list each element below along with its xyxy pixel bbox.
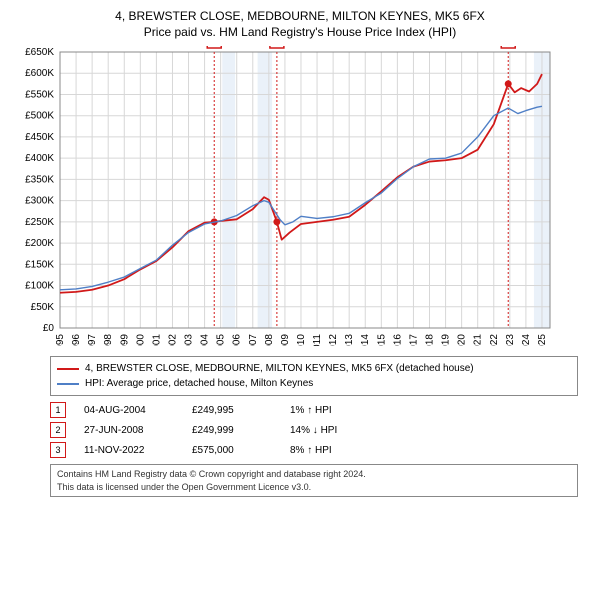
event-date: 11-NOV-2022 [84, 445, 174, 456]
svg-text:1998: 1998 [103, 334, 114, 346]
svg-text:2014: 2014 [360, 334, 371, 346]
chart-title: 4, BREWSTER CLOSE, MEDBOURNE, MILTON KEY… [14, 8, 586, 40]
legend-swatch [57, 383, 79, 385]
svg-text:£50K: £50K [31, 302, 55, 313]
event-price: £575,000 [192, 445, 272, 456]
legend-item: 4, BREWSTER CLOSE, MEDBOURNE, MILTON KEY… [57, 361, 571, 376]
svg-text:£400K: £400K [25, 154, 54, 165]
event-marker-box: 3 [50, 442, 66, 458]
svg-text:2022: 2022 [489, 334, 500, 346]
svg-text:£200K: £200K [25, 238, 54, 249]
event-price: £249,995 [192, 405, 272, 416]
event-row: 2 27-JUN-2008 £249,999 14% ↓ HPI [50, 422, 578, 438]
footer: Contains HM Land Registry data © Crown c… [50, 464, 578, 496]
svg-text:£150K: £150K [25, 260, 54, 271]
event-date: 04-AUG-2004 [84, 405, 174, 416]
svg-text:2006: 2006 [232, 334, 243, 346]
svg-text:2002: 2002 [167, 334, 178, 346]
title-line2: Price paid vs. HM Land Registry's House … [14, 24, 586, 40]
event-row: 1 04-AUG-2004 £249,995 1% ↑ HPI [50, 402, 578, 418]
svg-text:1: 1 [212, 46, 217, 47]
svg-text:£450K: £450K [25, 132, 54, 143]
svg-text:1996: 1996 [71, 334, 82, 346]
svg-text:1995: 1995 [55, 334, 66, 346]
svg-text:£600K: £600K [25, 69, 54, 80]
svg-text:2003: 2003 [184, 334, 195, 346]
svg-text:£100K: £100K [25, 281, 54, 292]
svg-text:2015: 2015 [376, 334, 387, 346]
svg-text:2012: 2012 [328, 334, 339, 346]
svg-text:2000: 2000 [135, 334, 146, 346]
events-table: 1 04-AUG-2004 £249,995 1% ↑ HPI 2 27-JUN-2008… [50, 402, 578, 458]
svg-text:2018: 2018 [425, 334, 436, 346]
svg-text:2025: 2025 [537, 334, 548, 346]
svg-text:£300K: £300K [25, 196, 54, 207]
event-pct: 8% ↑ HPI [290, 445, 380, 456]
svg-text:3: 3 [506, 46, 511, 47]
chart: £0 £50K £100K £150K £200K £250K £300K £350K £400… [14, 46, 586, 346]
svg-text:2007: 2007 [248, 334, 259, 346]
svg-text:2021: 2021 [473, 334, 484, 346]
svg-text:2013: 2013 [344, 334, 355, 346]
legend-label: HPI: Average price, detached house, Milt… [85, 376, 313, 391]
svg-text:2009: 2009 [280, 334, 291, 346]
svg-text:£650K: £650K [25, 47, 54, 58]
svg-text:2001: 2001 [151, 334, 162, 346]
svg-text:2020: 2020 [457, 334, 468, 346]
legend-swatch [57, 368, 79, 370]
svg-text:1997: 1997 [87, 334, 98, 346]
event-marker-box: 1 [50, 402, 66, 418]
svg-text:1999: 1999 [119, 334, 130, 346]
event-pct: 14% ↓ HPI [290, 425, 380, 436]
legend-item: HPI: Average price, detached house, Milt… [57, 376, 571, 391]
svg-text:£0: £0 [43, 323, 55, 334]
svg-text:2004: 2004 [200, 334, 211, 346]
svg-text:2008: 2008 [264, 334, 275, 346]
svg-text:2023: 2023 [505, 334, 516, 346]
legend: 4, BREWSTER CLOSE, MEDBOURNE, MILTON KEY… [50, 356, 578, 396]
event-row: 3 11-NOV-2022 £575,000 8% ↑ HPI [50, 442, 578, 458]
svg-text:£500K: £500K [25, 111, 54, 122]
svg-text:£350K: £350K [25, 175, 54, 186]
event-date: 27-JUN-2008 [84, 425, 174, 436]
svg-text:£550K: £550K [25, 90, 54, 101]
event-price: £249,999 [192, 425, 272, 436]
svg-text:2005: 2005 [216, 334, 227, 346]
footer-line1: Contains HM Land Registry data © Crown c… [57, 468, 571, 480]
svg-text:2011: 2011 [312, 334, 323, 346]
svg-text:2019: 2019 [441, 334, 452, 346]
footer-line2: This data is licensed under the Open Gov… [57, 481, 571, 493]
event-pct: 1% ↑ HPI [290, 405, 380, 416]
svg-text:£250K: £250K [25, 217, 54, 228]
svg-text:2024: 2024 [521, 334, 532, 346]
legend-label: 4, BREWSTER CLOSE, MEDBOURNE, MILTON KEY… [85, 361, 474, 376]
svg-text:2010: 2010 [296, 334, 307, 346]
svg-text:2016: 2016 [392, 334, 403, 346]
svg-text:2: 2 [274, 46, 279, 47]
chart-svg: £0 £50K £100K £150K £200K £250K £300K £350K £400… [14, 46, 554, 346]
event-marker-box: 2 [50, 422, 66, 438]
svg-text:2017: 2017 [408, 334, 419, 346]
title-line1: 4, BREWSTER CLOSE, MEDBOURNE, MILTON KEY… [14, 8, 586, 24]
